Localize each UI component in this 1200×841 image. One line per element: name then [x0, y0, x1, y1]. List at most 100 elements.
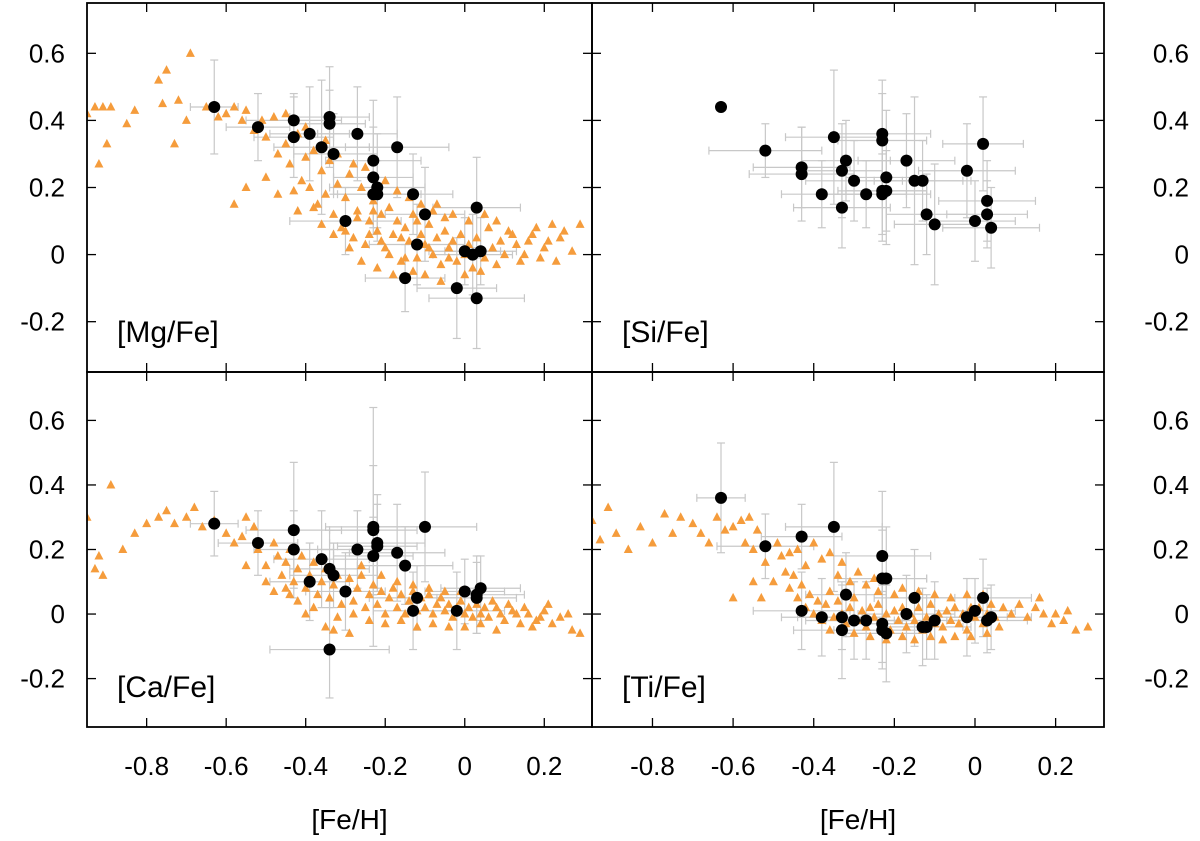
field-star-point: [340, 226, 350, 235]
field-star-point: [412, 252, 422, 262]
field-star-point: [293, 596, 303, 605]
field-star-point: [360, 239, 370, 249]
field-star-point: [611, 528, 621, 537]
field-star-point: [954, 618, 964, 628]
field-star-point: [793, 592, 803, 602]
field-star-point: [285, 589, 295, 599]
field-star-point: [1006, 609, 1016, 618]
field-star-point: [547, 219, 557, 228]
field-star-point: [364, 589, 374, 599]
field-star-point: [392, 602, 402, 612]
field-star-point: [460, 609, 470, 618]
field-star-point: [468, 612, 478, 621]
field-star-point: [837, 557, 847, 566]
y-tick-label: 0.4: [1153, 105, 1189, 135]
field-star-point: [352, 212, 362, 222]
x-tick-label: -0.8: [630, 751, 675, 781]
field-star-point: [118, 544, 128, 553]
field-star-point: [281, 557, 291, 566]
field-star-point: [492, 216, 502, 225]
field-star-point: [321, 189, 331, 198]
field-star-point: [408, 209, 418, 218]
field-star-point: [660, 509, 670, 518]
star-point: [371, 188, 384, 201]
x-axis-title: [Fe/H]: [820, 804, 896, 835]
star-point: [860, 188, 873, 201]
field-star-point: [845, 602, 855, 612]
star-point: [287, 131, 300, 144]
field-star-point: [809, 538, 819, 547]
field-star-point: [344, 573, 354, 583]
field-star-point: [185, 48, 195, 57]
field-star-point: [336, 599, 346, 608]
field-star-point: [515, 256, 525, 265]
field-star-point: [926, 631, 936, 641]
field-star-point: [500, 615, 510, 624]
field-star-point: [785, 583, 795, 592]
x-tick-label: -0.4: [283, 751, 328, 781]
field-star-point: [500, 249, 510, 259]
star-point: [968, 604, 981, 617]
field-star-point: [444, 599, 454, 608]
panel-label: [Ca/Fe]: [117, 671, 215, 704]
field-star-point: [356, 570, 366, 579]
field-star-point: [241, 560, 251, 570]
field-star-point: [950, 631, 960, 641]
field-star-point: [344, 169, 354, 178]
field-star-point: [309, 202, 319, 212]
field-star-point: [492, 602, 502, 612]
field-star-point: [293, 563, 303, 573]
field-star-point: [237, 115, 247, 124]
field-star-point: [998, 602, 1008, 612]
field-star-point: [368, 205, 378, 215]
star-point: [399, 559, 412, 572]
field-star-point: [352, 205, 362, 215]
field-star-point: [736, 515, 746, 524]
field-star-point: [388, 229, 398, 238]
field-star-point: [448, 612, 458, 621]
field-star-point: [301, 609, 311, 618]
field-star-point: [384, 592, 394, 602]
x-tick-label: -0.2: [363, 751, 408, 781]
field-star-point: [1083, 621, 1093, 631]
y-tick-label: 0.6: [29, 405, 65, 435]
field-star-point: [348, 232, 358, 242]
field-star-point: [962, 625, 972, 634]
star-point: [351, 127, 364, 140]
field-star-point: [229, 101, 239, 111]
field-star-point: [162, 65, 172, 74]
field-star-point: [261, 576, 271, 586]
x-tick-label: -0.6: [711, 751, 756, 781]
field-star-point: [229, 199, 239, 208]
field-star-point: [464, 216, 474, 225]
field-star-point: [768, 576, 778, 586]
field-star-point: [982, 628, 992, 637]
field-star-point: [241, 105, 251, 114]
star-point: [860, 614, 873, 627]
star-point: [339, 215, 352, 228]
field-star-point: [825, 547, 835, 557]
field-star-point: [910, 634, 920, 644]
field-star-point: [261, 172, 271, 181]
star-point: [839, 588, 852, 601]
field-star-point: [476, 609, 486, 618]
field-star-point: [480, 602, 490, 612]
star-point: [418, 520, 431, 533]
star-point: [391, 546, 404, 559]
field-star-point: [90, 563, 100, 573]
y-tick-label: 0.4: [29, 105, 65, 135]
field-star-point: [809, 609, 819, 618]
field-star-point: [317, 165, 327, 175]
field-star-point: [420, 269, 430, 279]
star-point: [411, 238, 424, 251]
field-star-point: [772, 538, 782, 547]
field-star-point: [360, 162, 370, 171]
star-point: [916, 174, 929, 187]
field-star-point: [484, 612, 494, 621]
field-star-point: [428, 618, 438, 628]
field-star-point: [1063, 605, 1073, 615]
field-star-point: [229, 538, 239, 547]
y-tick-label: 0: [51, 599, 65, 629]
field-star-point: [1071, 625, 1081, 634]
field-star-point: [181, 115, 191, 124]
